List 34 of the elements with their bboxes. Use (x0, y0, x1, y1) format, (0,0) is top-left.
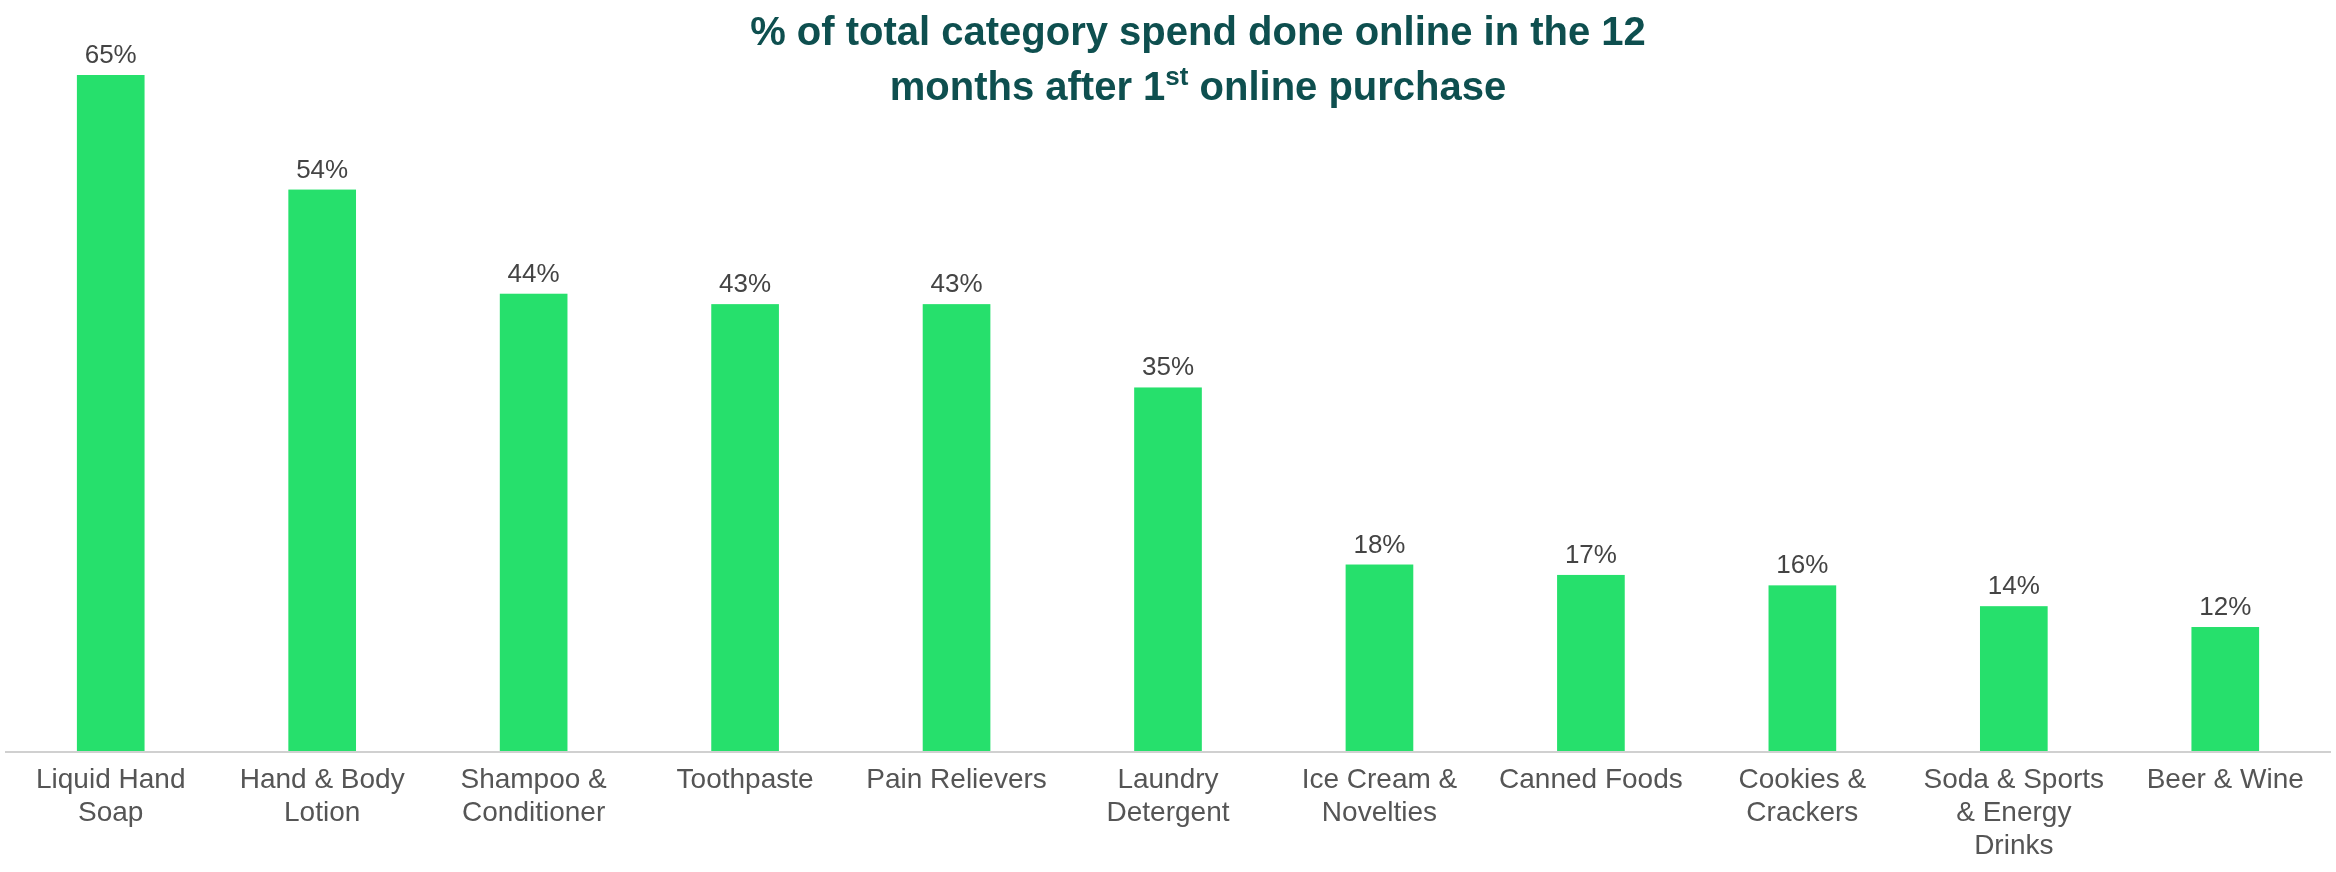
x-tick-label: Soda & Sports & Energy Drinks (1923, 763, 2105, 860)
x-tick-label: Pain Relievers (866, 763, 1047, 794)
bar (1345, 564, 1414, 752)
data-label: 35% (1141, 351, 1195, 382)
bar (1979, 606, 2048, 752)
data-label: 43% (719, 268, 772, 299)
bar (288, 189, 357, 752)
data-label: 65% (84, 39, 137, 69)
x-tick-label: Canned Foods (1499, 763, 1683, 794)
bar (1768, 585, 1837, 752)
x-tick-label: Laundry Detergent (1106, 763, 1230, 827)
data-label: 17% (1564, 538, 1617, 569)
chart-title: % of total category spend done online in the 12 months after 1$^{st}$ online purchase (750, 9, 1646, 108)
data-label: 16% (1776, 549, 1829, 580)
x-tick-label: Hand & Body Lotion (239, 763, 405, 827)
x-tick-label: Shampoo & Conditioner (460, 763, 608, 827)
x-tick-label: Ice Cream & Novelties (1301, 763, 1458, 827)
x-tick-label: Beer & Wine (2146, 763, 2304, 794)
bar (76, 75, 145, 752)
bar (2191, 627, 2260, 752)
x-tick-label: Liquid Hand Soap (36, 763, 186, 827)
data-label: 12% (2199, 591, 2252, 622)
bar (499, 293, 568, 752)
bar (922, 304, 991, 752)
data-label: 14% (1987, 570, 2040, 601)
data-label: 54% (296, 153, 349, 184)
data-label: 43% (930, 268, 983, 299)
data-label: 44% (507, 257, 560, 288)
data-label: 18% (1353, 528, 1406, 559)
x-tick-label: Cookies & Crackers (1738, 763, 1867, 827)
bar (1557, 574, 1625, 752)
x-tick-label: Toothpaste (676, 763, 814, 794)
bar (711, 304, 779, 752)
bar (1134, 387, 1202, 752)
